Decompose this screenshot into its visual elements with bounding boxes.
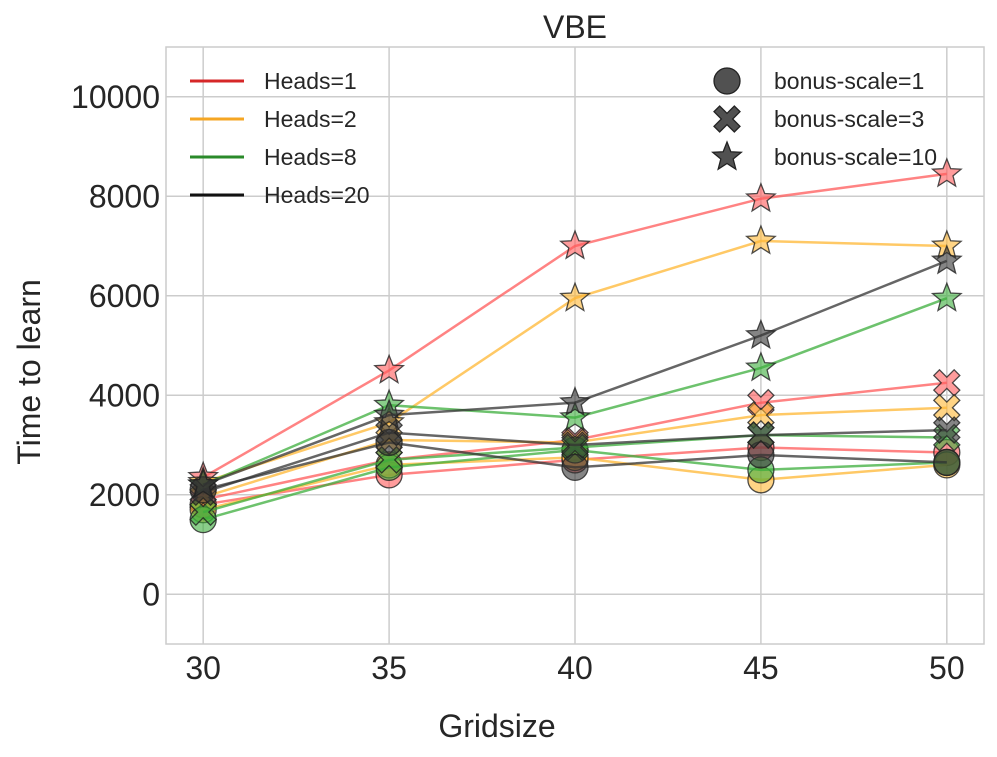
legend-label: bonus-scale=1 [774, 68, 924, 94]
series-heads20-bonus3 [189, 416, 961, 507]
data-point-star [559, 385, 591, 417]
series-layer [187, 157, 963, 534]
legend-label: bonus-scale=10 [774, 144, 937, 170]
data-point-star [930, 281, 963, 312]
series-heads20-bonus10 [187, 244, 963, 499]
legend-entry: Heads=20 [190, 182, 370, 208]
legend-entry: Heads=2 [190, 106, 357, 132]
legend-entry: bonus-scale=10 [711, 140, 937, 171]
plot-frame [165, 46, 985, 645]
data-point-star [930, 157, 963, 188]
data-point-x [746, 401, 775, 430]
legend-marker-star [711, 140, 743, 171]
legend-label: Heads=2 [264, 106, 357, 132]
x-tick-label: 45 [743, 650, 779, 686]
x-tick-label: 40 [557, 650, 593, 686]
marker-legend: bonus-scale=1 bonus-scale=3 bonus-scale=10 [711, 67, 937, 171]
y-axis-label: Time to learn [11, 279, 47, 465]
x-tick-label: 50 [929, 650, 965, 686]
data-point-star [930, 244, 963, 275]
data-point-star [744, 181, 777, 213]
data-point-star [744, 351, 777, 382]
legend-entry: bonus-scale=3 [713, 105, 924, 133]
y-tick-label: 2000 [89, 477, 160, 513]
data-point-circle [747, 441, 775, 469]
data-point-star [373, 353, 406, 384]
data-point-circle [933, 448, 961, 477]
x-axis-label: Gridsize [438, 708, 555, 744]
data-point-x [189, 498, 218, 527]
legend-label: Heads=20 [264, 182, 370, 208]
legend-label: Heads=1 [264, 68, 357, 94]
data-point-star [559, 400, 591, 432]
y-tick-label: 0 [142, 576, 160, 612]
data-point-x [932, 368, 961, 397]
x-tick-label: 35 [371, 650, 407, 686]
data-point-x [932, 393, 961, 422]
data-point-x [746, 421, 775, 449]
data-point-star [744, 318, 777, 350]
data-point-star [559, 281, 591, 312]
y-tick-label: 8000 [89, 178, 160, 214]
legend-marker-circle [713, 67, 741, 95]
legend-label: Heads=8 [264, 144, 357, 170]
data-point-star [187, 468, 220, 499]
data-point-star [744, 224, 777, 255]
legend-label: bonus-scale=3 [774, 106, 924, 132]
y-tick-label: 6000 [89, 278, 160, 314]
axes: 30 35 40 45 50 0 2000 4000 6000 8000 10000 [71, 79, 965, 686]
y-tick-label: 4000 [89, 377, 160, 413]
data-point-star [373, 398, 406, 429]
heads-legend: Heads=1 Heads=2 Heads=8 Heads=20 [190, 68, 370, 208]
data-point-circle [561, 453, 589, 482]
series-heads1-bonus10 [187, 157, 963, 491]
y-tick-label: 10000 [71, 79, 160, 115]
legend-marker-x [713, 105, 741, 133]
legend-entry: Heads=1 [190, 68, 357, 94]
grid [166, 47, 984, 644]
chart-title: VBE [543, 9, 607, 45]
data-point-x [932, 416, 961, 444]
data-point-star [559, 229, 591, 260]
series-heads20-bonus1 [189, 428, 961, 504]
x-tick-label: 30 [185, 650, 221, 686]
legend-entry: bonus-scale=1 [713, 67, 924, 95]
legend-entry: Heads=8 [190, 144, 357, 170]
data-point-x [561, 431, 589, 459]
